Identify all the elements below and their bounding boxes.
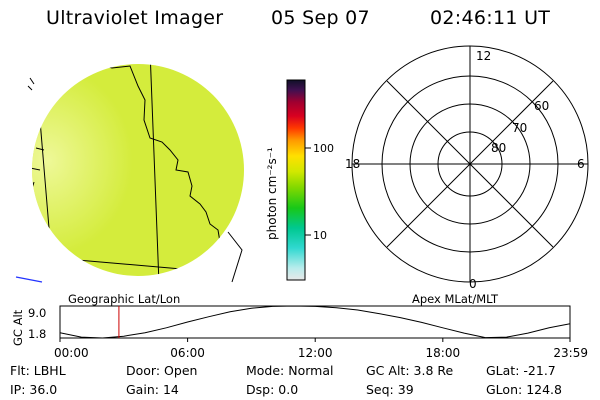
mlt-label-0: 0 [469,277,477,291]
info-filter: Flt: LBHL [10,363,66,378]
mlt-label-12: 12 [476,49,491,63]
altitude-plot-frame [59,305,571,339]
altitude-chart: GC Alt 9.0 1.8 00:00 06:00 12:00 18:00 23:59 [11,305,588,360]
coastline-left [32,147,45,231]
mlat-label-80: 80 [491,141,506,155]
dayside-glow [32,75,180,265]
altitude-ytick-max: 9.0 [28,306,46,320]
colorbar-frame [286,79,306,281]
altitude-xtick-label: 18:00 [426,346,461,360]
observation-time: 02:46:11 UT [430,7,551,29]
coastline-blue [15,276,43,283]
info-gain: Gain: 14 [126,382,179,397]
info-glat: GLat: -21.7 [486,363,556,378]
colorbar-tick-label-100: 100 [313,142,334,155]
altitude-xtick-label: 23:59 [553,346,588,360]
observation-date: 05 Sep 07 [271,7,370,29]
polar-diagonal-b [386,80,554,248]
coastline-right [59,64,221,249]
polar-panel-caption: Apex MLat/MLT [412,292,499,306]
altitude-xticks: 00:00 06:00 12:00 18:00 23:59 [54,338,588,360]
altitude-xtick-label: 06:00 [170,346,205,360]
earth-image [15,64,244,283]
colorbar-tick-label-10: 10 [313,229,327,242]
mlat-label-70: 70 [512,121,527,135]
altitude-xtick-label: 00:00 [54,346,89,360]
info-ip: IP: 36.0 [10,382,58,397]
info-seq: Seq: 39 [366,382,414,397]
mlt-label-6: 6 [577,157,585,171]
colorbar-scale [287,80,305,280]
altitude-series-line [59,305,571,339]
colorbar-units-label: photon cm⁻²s⁻¹ [265,147,279,240]
instrument-title: Ultraviolet Imager [46,7,224,29]
info-door: Door: Open [126,363,198,378]
info-dsp: Dsp: 0.0 [246,382,299,397]
altitude-ytick-min: 1.8 [28,327,46,341]
polar-plot [351,45,589,283]
polar-labels: 12 18 6 0 60 70 80 [345,49,585,291]
colorbar: 100 10 photon cm⁻²s⁻¹ [265,79,334,281]
outer-grid-fragments [27,77,243,283]
info-mode: Mode: Normal [246,363,334,378]
info-gc-alt: GC Alt: 3.8 Re [366,363,454,378]
altitude-xtick-label: 12:00 [298,346,333,360]
altitude-axis-label: GC Alt [11,309,25,346]
info-glon: GLon: 124.8 [486,382,562,397]
left-panel-caption: Geographic Lat/Lon [68,292,180,306]
mlt-label-18: 18 [345,157,360,171]
mlat-label-60: 60 [534,99,549,113]
